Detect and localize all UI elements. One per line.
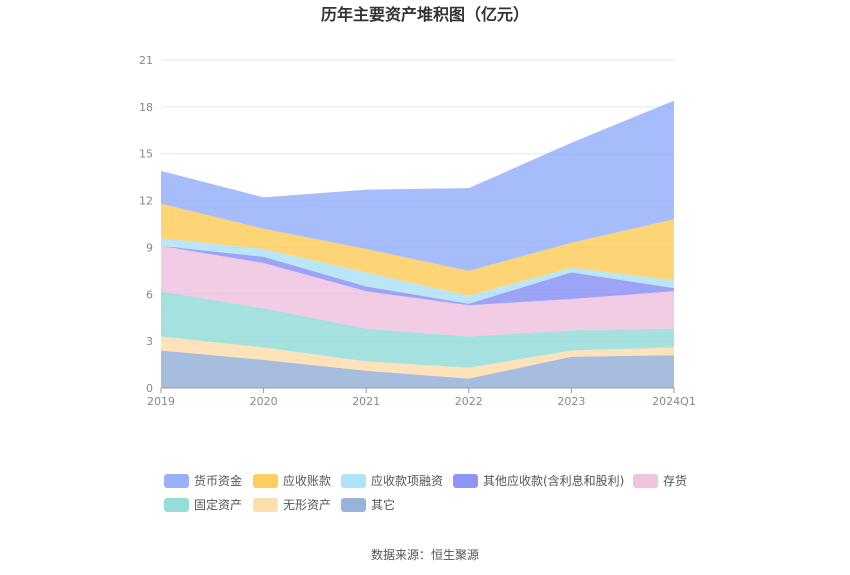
legend-item[interactable]: 应收款项融资 [341, 473, 443, 488]
legend-item[interactable]: 无形资产 [253, 498, 331, 512]
y-tick-label: 6 [146, 288, 153, 301]
legend-label: 固定资产 [194, 497, 242, 512]
x-tick-label: 2020 [250, 395, 278, 408]
legend-swatch [164, 498, 189, 512]
x-tick-label: 2019 [147, 395, 175, 408]
legend-item[interactable]: 其它 [341, 497, 395, 512]
legend-label: 无形资产 [283, 498, 331, 512]
legend-item[interactable]: 固定资产 [164, 497, 242, 512]
legend-swatch [164, 474, 189, 488]
legend-item[interactable]: 存货 [633, 473, 687, 488]
chart-title: 历年主要资产堆积图（亿元） [321, 5, 529, 24]
area-其它 [161, 350, 674, 388]
area-应收款项融资 [161, 238, 674, 304]
x-tick-label: 2022 [455, 395, 483, 408]
legend-swatch [341, 474, 366, 488]
legend-label: 应收款项融资 [371, 473, 443, 488]
area-货币资金 [161, 100, 674, 271]
area-存货 [161, 245, 674, 337]
x-tick-label: 2023 [557, 395, 585, 408]
source-note: 数据来源：恒生聚源 [371, 547, 479, 562]
y-tick-label: 3 [146, 335, 153, 348]
legend-swatch [633, 474, 658, 488]
y-tick-label: 12 [139, 195, 153, 208]
y-tick-label: 15 [139, 148, 153, 161]
legend-swatch [341, 498, 366, 512]
legend-item[interactable]: 货币资金 [164, 473, 242, 488]
legend-label: 货币资金 [194, 473, 242, 488]
legend-swatch [253, 498, 278, 512]
area-应收账款 [161, 203, 674, 296]
y-tick-label: 18 [139, 101, 153, 114]
x-tick-label: 2024Q1 [652, 395, 696, 408]
y-tick-label: 0 [146, 382, 153, 395]
area-无形资产 [161, 336, 674, 379]
x-tick-label: 2021 [352, 395, 380, 408]
legend-item[interactable]: 其他应收款(含利息和股利) [453, 473, 624, 488]
y-tick-label: 21 [139, 54, 153, 67]
legend-label: 其它 [371, 497, 395, 512]
area-series [161, 100, 674, 388]
y-tick-label: 9 [146, 241, 153, 254]
area-其他应收款(含利息和股利) [161, 245, 674, 306]
legend-swatch [253, 474, 278, 488]
area-固定资产 [161, 291, 674, 368]
axes: 2019 2020 2021 2022 2023 2024Q1 [147, 387, 696, 408]
legend-swatch [453, 474, 478, 488]
legend-item[interactable]: 应收账款 [253, 473, 331, 488]
legend-label: 存货 [663, 473, 687, 488]
legend-label: 其他应收款(含利息和股利) [483, 473, 624, 488]
legend-label: 应收账款 [283, 473, 331, 488]
